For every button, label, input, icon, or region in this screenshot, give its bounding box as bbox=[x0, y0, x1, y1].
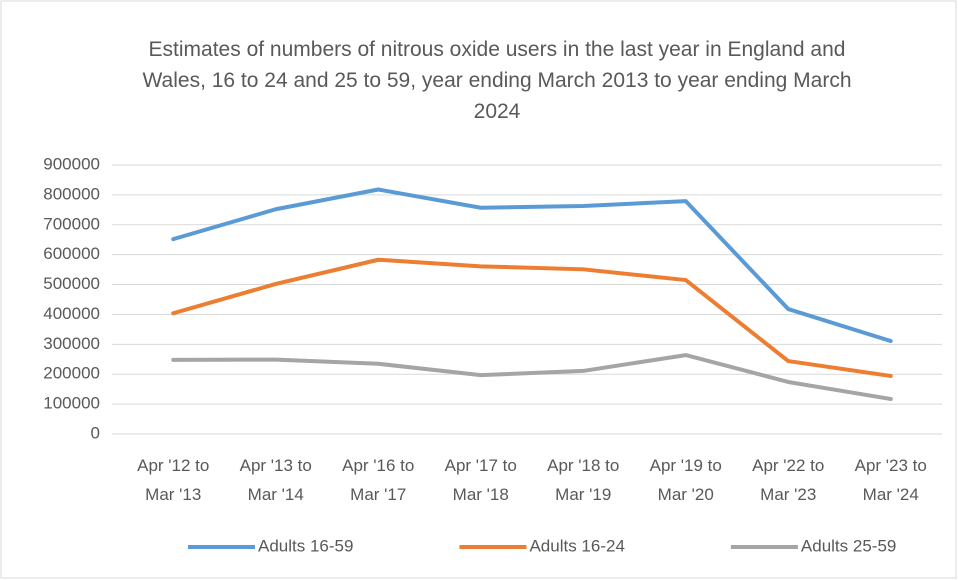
x-tick-label: Apr '23 to Mar '24 bbox=[855, 456, 927, 504]
series-line bbox=[171, 187, 893, 344]
x-tick-label: Apr '16 to Mar '17 bbox=[342, 456, 414, 504]
x-tick-label: Apr '12 to Mar '13 bbox=[137, 456, 209, 504]
y-tick-label: 900000 bbox=[43, 154, 100, 173]
series-line bbox=[171, 353, 893, 402]
y-tick-label: 200000 bbox=[43, 364, 100, 383]
y-tick-label: 100000 bbox=[43, 394, 100, 413]
legend-label: Adults 25-59 bbox=[801, 536, 896, 555]
x-tick-label: Apr '22 to Mar '23 bbox=[752, 456, 824, 504]
legend-label: Adults 16-24 bbox=[529, 536, 624, 555]
legend-label: Adults 16-59 bbox=[258, 536, 353, 555]
y-tick-label: 0 bbox=[91, 423, 100, 442]
y-tick-label: 700000 bbox=[43, 214, 100, 233]
x-tick-label: Apr '13 to Mar '14 bbox=[240, 456, 312, 504]
x-tick-label: Apr '19 to Mar '20 bbox=[650, 456, 722, 504]
chart-title: Estimates of numbers of nitrous oxide us… bbox=[143, 38, 852, 123]
y-tick-label: 800000 bbox=[43, 184, 100, 203]
y-tick-label: 500000 bbox=[43, 274, 100, 293]
series-line bbox=[171, 257, 893, 379]
y-tick-label: 600000 bbox=[43, 244, 100, 263]
y-tick-label: 300000 bbox=[43, 334, 100, 353]
x-tick-label: Apr '18 to Mar '19 bbox=[547, 456, 619, 504]
x-tick-label: Apr '17 to Mar '18 bbox=[445, 456, 517, 504]
y-tick-label: 400000 bbox=[43, 304, 100, 323]
